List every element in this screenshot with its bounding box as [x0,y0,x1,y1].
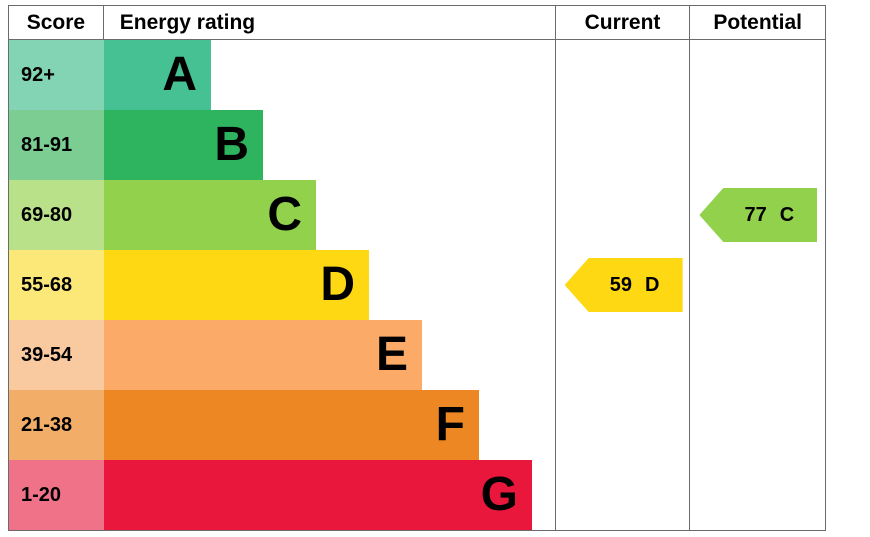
band-bar: B [104,110,263,180]
band-letter: B [214,118,249,171]
band-row-g: 1-20 G [9,460,555,530]
potential-rating-arrow: 77 C [699,188,818,242]
header-score: Score [9,6,104,39]
band-row-e: 39-54 E [9,320,555,390]
band-score-range: 92+ [9,40,104,110]
potential-band-letter: C [779,203,795,226]
band-bar: G [104,460,532,530]
band-row-b: 81-91 B [9,110,555,180]
current-band-letter: D [645,273,660,296]
current-value: 59 [609,273,633,296]
band-row-d: 55-68 D [9,250,555,320]
band-row-a: 92+ A [9,40,555,110]
header-energy-rating: Energy rating [119,10,256,34]
current-column: 59 D [554,40,690,530]
band-row-c: 69-80 C [9,180,555,250]
band-score-range: 21-38 [9,390,104,460]
current-rating-arrow: 59 D [564,258,683,312]
band-score-range: 39-54 [9,320,104,390]
energy-rating-chart: Score Energy rating Current Potential 92… [8,5,826,531]
band-bar: D [104,250,369,320]
band-letter: C [267,188,302,241]
band-score-range: 1-20 [9,460,104,530]
band-score-range: 81-91 [9,110,104,180]
band-letter: F [435,398,465,451]
band-score-range: 55-68 [9,250,104,320]
chart-body: 92+ A 81-91 B 69-80 C 55-68 [9,40,825,530]
band-bar: A [104,40,211,110]
header-current: Current [554,6,690,39]
header-potential: Potential [689,6,825,39]
band-bar: E [104,320,422,390]
band-letter: G [480,468,518,521]
potential-column: 77 C [689,40,825,530]
chart-header-row: Score Energy rating Current Potential [9,6,825,40]
band-bar: C [104,180,316,250]
band-bar: F [104,390,479,460]
band-letter: A [162,48,197,101]
potential-value: 77 [744,203,767,226]
band-letter: E [375,328,408,381]
band-row-f: 21-38 F [9,390,555,460]
rating-bands: 92+ A 81-91 B 69-80 C 55-68 [9,40,555,530]
band-score-range: 69-80 [9,180,104,250]
band-letter: D [320,258,355,311]
